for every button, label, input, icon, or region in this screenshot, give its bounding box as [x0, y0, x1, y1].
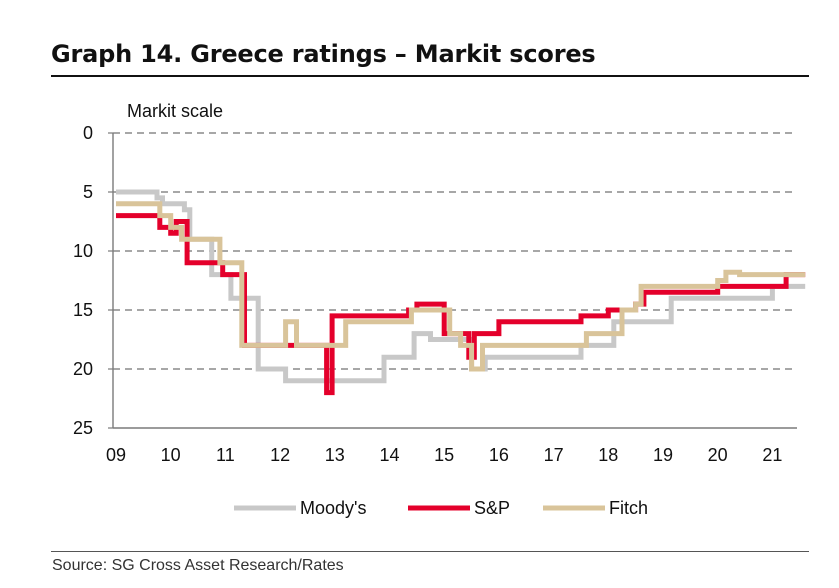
xtick-label-12: 12	[270, 445, 290, 465]
xtick-label-21: 21	[762, 445, 782, 465]
xtick-label-10: 10	[161, 445, 181, 465]
xtick-label-17: 17	[544, 445, 564, 465]
ytick-label-0: 0	[83, 123, 93, 143]
xtick-label-18: 18	[598, 445, 618, 465]
xtick-label-09: 09	[106, 445, 126, 465]
ytick-label-25: 25	[73, 418, 93, 438]
xtick-label-20: 20	[708, 445, 728, 465]
xtick-label-11: 11	[216, 445, 235, 465]
xtick-label-14: 14	[379, 445, 399, 465]
ytick-label-10: 10	[73, 241, 93, 261]
legend-label-fitch: Fitch	[609, 498, 648, 518]
legend: Moody's S&P Fitch	[234, 498, 648, 518]
legend-label-moody-s: Moody's	[300, 498, 366, 518]
xtick-label-16: 16	[489, 445, 509, 465]
legend-label-s-p: S&P	[474, 498, 510, 518]
ytick-label-15: 15	[73, 300, 93, 320]
ytick-label-20: 20	[73, 359, 93, 379]
axes: 0 5 10 15 20 25 Markit scale 09 10 11 12 13 14 15 16 17…	[73, 101, 797, 465]
ytick-label-5: 5	[83, 182, 93, 202]
xtick-label-13: 13	[325, 445, 345, 465]
xtick-label-19: 19	[653, 445, 673, 465]
xtick-label-15: 15	[434, 445, 454, 465]
y-axis-label: Markit scale	[127, 101, 223, 121]
source-note: Source: SG Cross Asset Research/Rates	[52, 557, 344, 575]
series-lines	[116, 192, 805, 393]
line-chart: 0 5 10 15 20 25 Markit scale 09 10 11 12 13 14 15 16 17…	[0, 0, 839, 545]
series-line-fitch	[116, 204, 805, 369]
source-divider	[51, 551, 809, 552]
